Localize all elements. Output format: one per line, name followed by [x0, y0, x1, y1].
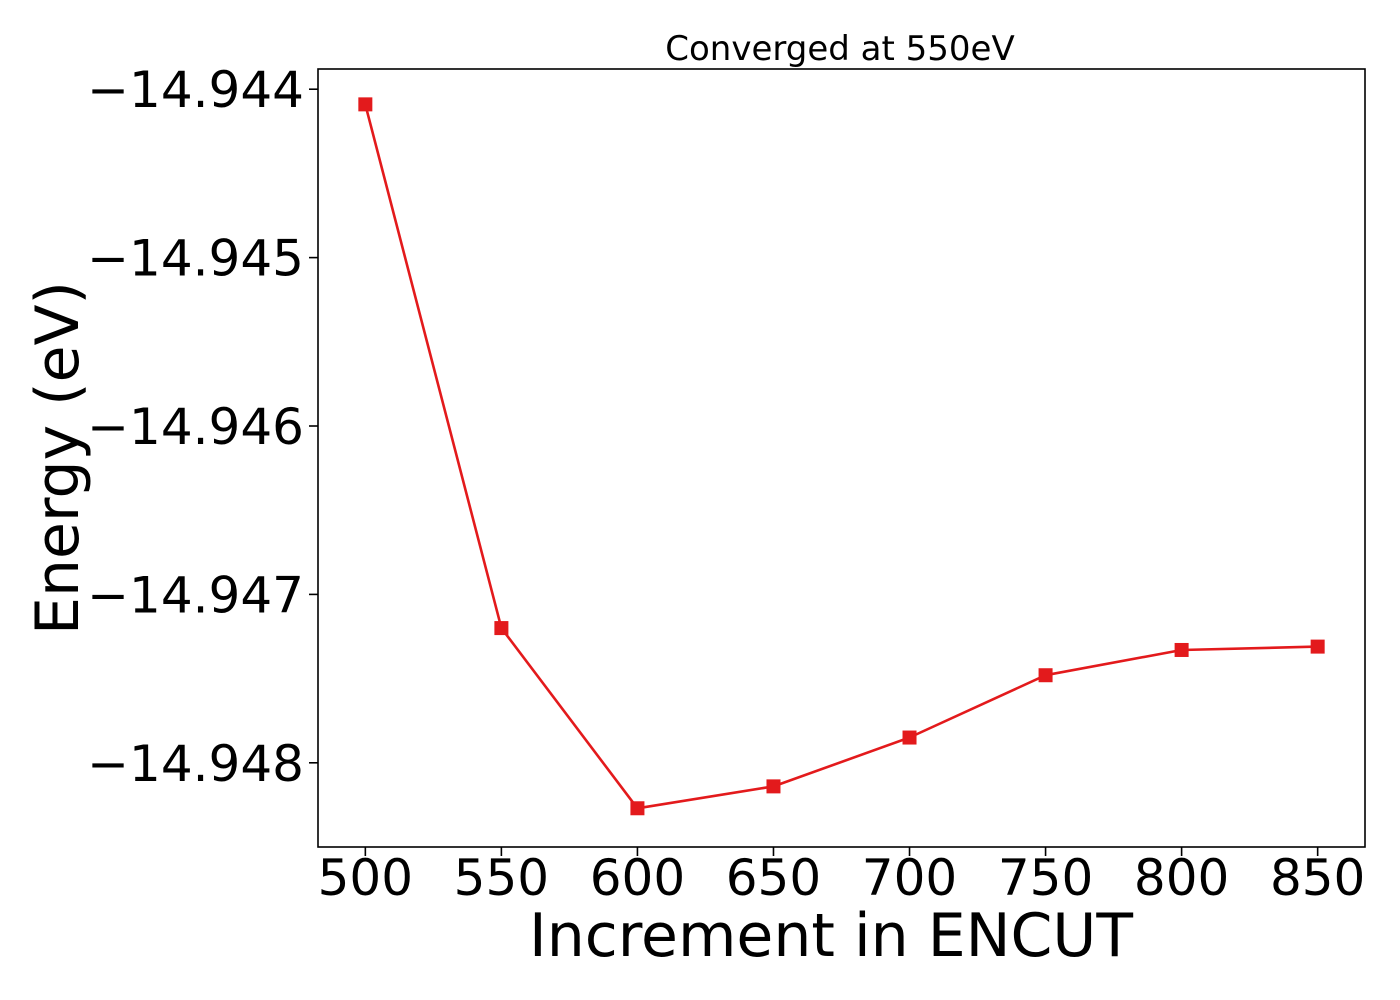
y-tick-label: −14.945 — [87, 230, 304, 288]
x-tick-label: 550 — [454, 849, 549, 907]
x-tick-label: 600 — [590, 849, 685, 907]
x-tick-label: 750 — [998, 849, 1093, 907]
chart-title: Converged at 550eV — [665, 29, 1014, 69]
y-axis-label: Energy (eV) — [23, 281, 93, 635]
series-line — [364, 104, 1318, 810]
data-point-marker — [494, 621, 509, 636]
data-point-marker — [1174, 642, 1189, 657]
x-tick-label: 850 — [1270, 849, 1365, 907]
data-point-marker — [630, 801, 645, 816]
series-layer — [358, 97, 1325, 816]
data-point-marker — [1310, 639, 1325, 654]
x-tick-label: 500 — [318, 849, 413, 907]
y-tick-label: −14.948 — [87, 735, 304, 793]
y-tick-label: −14.946 — [87, 398, 304, 456]
x-tick-label: 650 — [726, 849, 821, 907]
data-point-marker — [358, 97, 373, 112]
data-point-marker — [766, 779, 781, 794]
data-point-marker — [1038, 668, 1053, 683]
y-tick-label: −14.944 — [87, 61, 304, 119]
x-axis-label: Increment in ENCUT — [529, 901, 1133, 971]
y-tick-label: −14.947 — [87, 566, 304, 624]
data-point-marker — [902, 730, 917, 745]
plot-frame — [317, 68, 1366, 848]
x-tick-label: 800 — [1134, 849, 1229, 907]
plot-area — [317, 68, 1366, 848]
x-axis: 500 550 600 650 700 750 800 850 — [318, 847, 1365, 907]
y-axis: −14.944 −14.945 −14.946 −14.947 −14.948 — [87, 61, 318, 793]
x-tick-label: 700 — [862, 849, 957, 907]
